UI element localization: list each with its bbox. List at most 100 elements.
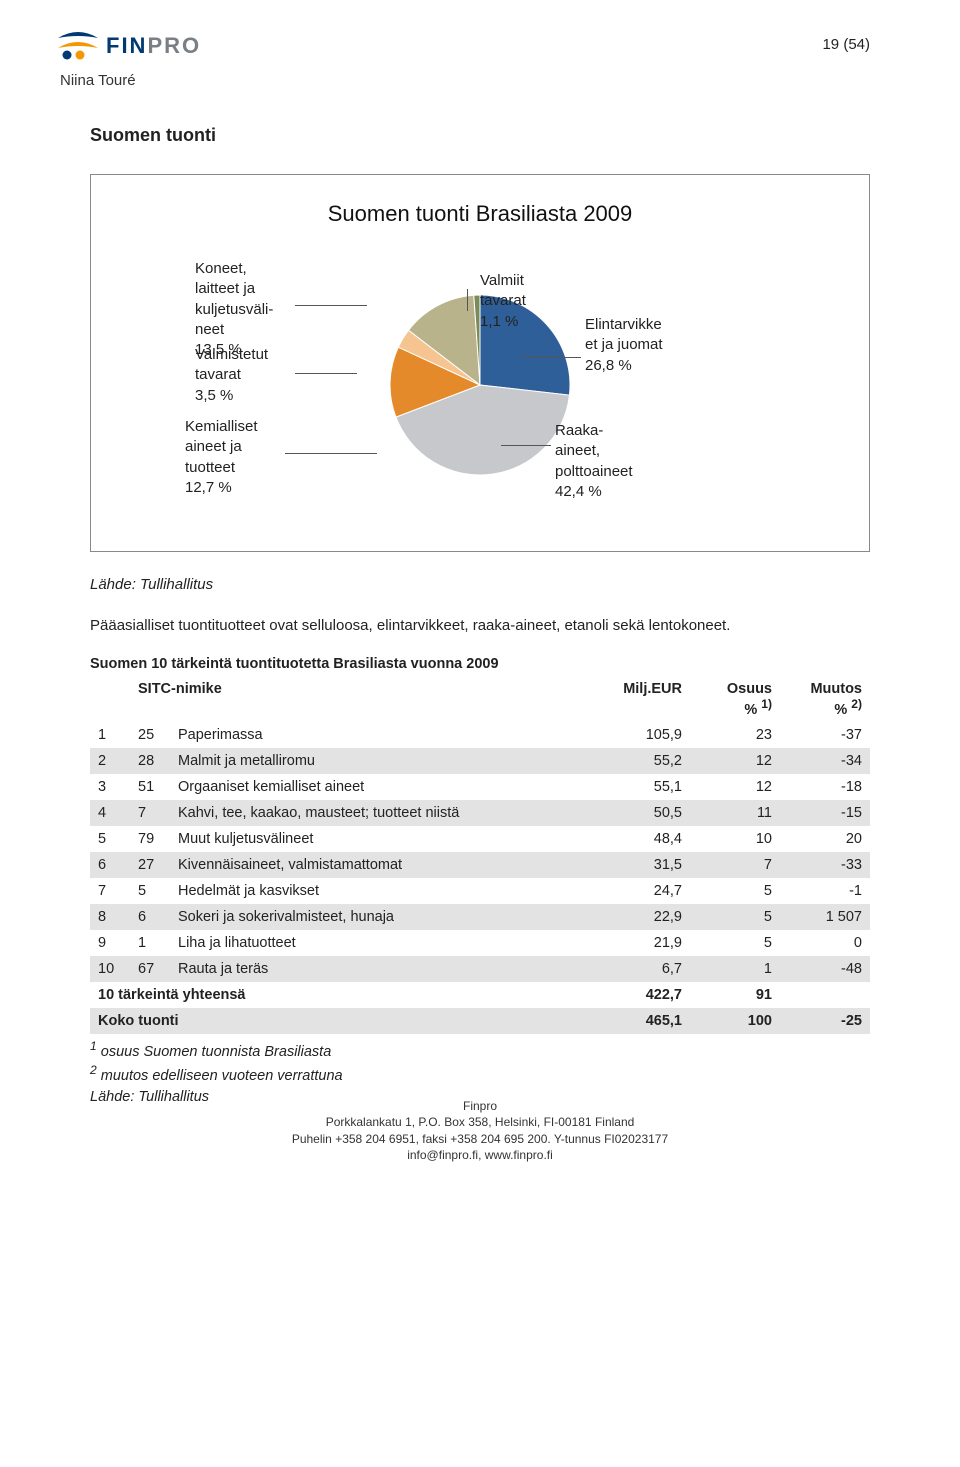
cell-share: 5 <box>690 930 780 956</box>
th-sitc: SITC-nimike <box>130 676 600 723</box>
cell-sitc: 5 <box>130 878 170 904</box>
cell-share: 1 <box>690 956 780 982</box>
table-row: 86Sokeri ja sokerivalmisteet, hunaja22,9… <box>90 904 870 930</box>
cell-rank: 7 <box>90 878 130 904</box>
cell-name: Hedelmät ja kasvikset <box>170 878 600 904</box>
cell-value: 24,7 <box>600 878 690 904</box>
table-row: 75Hedelmät ja kasvikset24,75-1 <box>90 878 870 904</box>
cell-rank: 10 <box>90 956 130 982</box>
cell-value: 6,7 <box>600 956 690 982</box>
cell-change: 0 <box>780 930 870 956</box>
cell-total-change: -25 <box>780 1008 870 1034</box>
chart-container: Suomen tuonti Brasiliasta 2009 Koneet,la… <box>90 174 870 552</box>
chart-callout: Kemiallisetaineet jatuotteet12,7 % <box>185 417 258 498</box>
footer-line-4: info@finpro.fi, www.finpro.fi <box>0 1147 960 1163</box>
cell-share: 23 <box>690 722 780 748</box>
cell-change: 20 <box>780 826 870 852</box>
logo-mark <box>56 30 100 62</box>
cell-value: 55,1 <box>600 774 690 800</box>
cell-share: 11 <box>690 800 780 826</box>
table-row: 579Muut kuljetusvälineet48,41020 <box>90 826 870 852</box>
chart-body: Koneet,laitteet jakuljetusväli-neet13,5 … <box>125 245 835 525</box>
cell-sitc: 7 <box>130 800 170 826</box>
chart-source: Lähde: Tullihallitus <box>90 576 870 593</box>
cell-subtotal-value: 422,7 <box>600 982 690 1008</box>
cell-rank: 9 <box>90 930 130 956</box>
cell-name: Paperimassa <box>170 722 600 748</box>
footer-line-1: Finpro <box>0 1098 960 1114</box>
cell-sitc: 28 <box>130 748 170 774</box>
footer-line-3: Puhelin +358 204 6951, faksi +358 204 69… <box>0 1131 960 1147</box>
cell-sitc: 51 <box>130 774 170 800</box>
footnote-1: 1 osuus Suomen tuonnista Brasiliasta <box>90 1038 870 1062</box>
table-row: 228Malmit ja metalliromu55,212-34 <box>90 748 870 774</box>
footnote-2-text: muutos edelliseen vuoteen verrattuna <box>101 1068 343 1084</box>
table-row: 91Liha ja lihatuotteet21,950 <box>90 930 870 956</box>
header-author: Niina Touré <box>60 72 136 89</box>
chart-callout: Elintarvikkeet ja juomat26,8 % <box>585 315 663 376</box>
th-change-sup: 2) <box>851 697 862 711</box>
cell-value: 31,5 <box>600 852 690 878</box>
cell-share: 5 <box>690 878 780 904</box>
table-total-row: Koko tuonti465,1100-25 <box>90 1008 870 1034</box>
cell-value: 48,4 <box>600 826 690 852</box>
table-row: 125Paperimassa105,923-37 <box>90 722 870 748</box>
th-share: Osuus% 1) <box>690 676 780 723</box>
cell-name: Kahvi, tee, kaakao, mausteet; tuotteet n… <box>170 800 600 826</box>
cell-rank: 6 <box>90 852 130 878</box>
cell-rank: 5 <box>90 826 130 852</box>
cell-name: Malmit ja metalliromu <box>170 748 600 774</box>
page-footer: Finpro Porkkalankatu 1, P.O. Box 358, He… <box>0 1098 960 1163</box>
footnote-1-sup: 1 <box>90 1039 97 1053</box>
cell-subtotal-share: 91 <box>690 982 780 1008</box>
logo-text-pro: PRO <box>147 33 201 58</box>
cell-change: 1 507 <box>780 904 870 930</box>
footer-line-2: Porkkalankatu 1, P.O. Box 358, Helsinki,… <box>0 1114 960 1130</box>
chart-callout: Valmistetuttavarat3,5 % <box>195 345 268 406</box>
cell-change: -18 <box>780 774 870 800</box>
cell-share: 5 <box>690 904 780 930</box>
table-subtotal-row: 10 tärkeintä yhteensä422,791 <box>90 982 870 1008</box>
chart-title: Suomen tuonti Brasiliasta 2009 <box>125 201 835 227</box>
table-title: Suomen 10 tärkeintä tuontituotetta Brasi… <box>90 656 870 672</box>
cell-sitc: 25 <box>130 722 170 748</box>
cell-total-value: 465,1 <box>600 1008 690 1034</box>
table-row: 351Orgaaniset kemialliset aineet55,112-1… <box>90 774 870 800</box>
cell-total-share: 100 <box>690 1008 780 1034</box>
cell-value: 21,9 <box>600 930 690 956</box>
cell-name: Liha ja lihatuotteet <box>170 930 600 956</box>
cell-sitc: 1 <box>130 930 170 956</box>
cell-name: Sokeri ja sokerivalmisteet, hunaja <box>170 904 600 930</box>
data-table: SITC-nimike Milj.EUR Osuus% 1) Muutos% 2… <box>90 676 870 1035</box>
chart-callout: Raaka-aineet,polttoaineet42,4 % <box>555 421 633 502</box>
cell-rank: 8 <box>90 904 130 930</box>
cell-subtotal-label: 10 tärkeintä yhteensä <box>90 982 600 1008</box>
table-row: 47Kahvi, tee, kaakao, mausteet; tuotteet… <box>90 800 870 826</box>
cell-share: 10 <box>690 826 780 852</box>
table-row: 1067Rauta ja teräs6,71-48 <box>90 956 870 982</box>
cell-value: 55,2 <box>600 748 690 774</box>
th-change: Muutos% 2) <box>780 676 870 723</box>
section-title: Suomen tuonti <box>90 125 870 146</box>
cell-change: -48 <box>780 956 870 982</box>
cell-rank: 3 <box>90 774 130 800</box>
cell-change: -37 <box>780 722 870 748</box>
cell-change: -33 <box>780 852 870 878</box>
cell-value: 50,5 <box>600 800 690 826</box>
cell-value: 22,9 <box>600 904 690 930</box>
cell-value: 105,9 <box>600 722 690 748</box>
logo-text-fin: FIN <box>106 33 147 58</box>
cell-name: Rauta ja teräs <box>170 956 600 982</box>
cell-share: 12 <box>690 774 780 800</box>
table-header-row: SITC-nimike Milj.EUR Osuus% 1) Muutos% 2… <box>90 676 870 723</box>
cell-rank: 2 <box>90 748 130 774</box>
cell-rank: 1 <box>90 722 130 748</box>
cell-total-label: Koko tuonti <box>90 1008 600 1034</box>
cell-name: Muut kuljetusvälineet <box>170 826 600 852</box>
footnote-2: 2 muutos edelliseen vuoteen verrattuna <box>90 1062 870 1086</box>
cell-change: -1 <box>780 878 870 904</box>
cell-sitc: 67 <box>130 956 170 982</box>
table-row: 627Kivennäisaineet, valmistamattomat31,5… <box>90 852 870 878</box>
cell-change: -15 <box>780 800 870 826</box>
cell-share: 7 <box>690 852 780 878</box>
